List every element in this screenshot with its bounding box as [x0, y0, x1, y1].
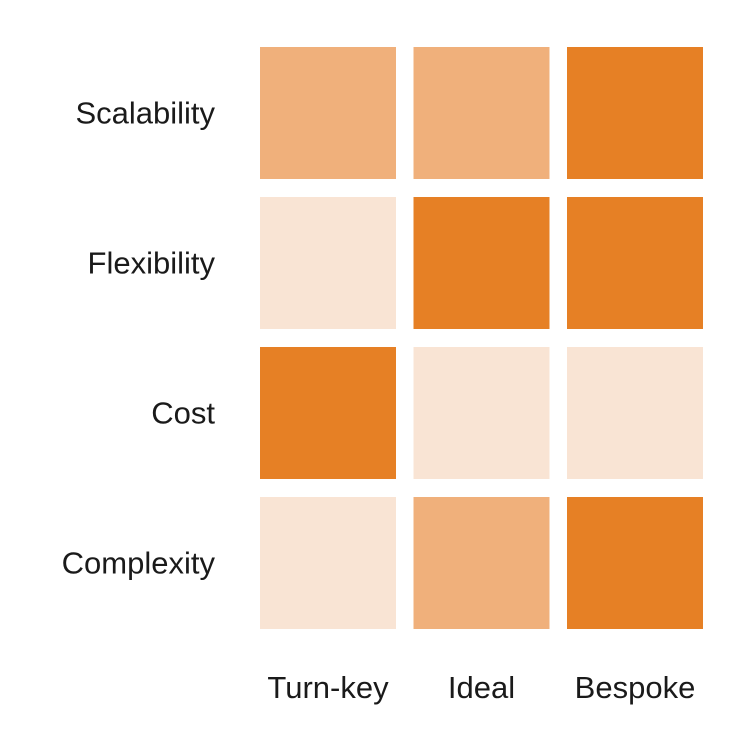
- heatmap-cell-flexibility-turn-key: [260, 197, 396, 329]
- heatmap-cell-cost-ideal: [413, 347, 550, 479]
- heatmap-cell-scalability-bespoke: [567, 47, 703, 179]
- column-label-turn-key: Turn-key: [267, 670, 389, 705]
- row-label-flexibility: Flexibility: [88, 246, 216, 281]
- column-labels: Turn-key Ideal Bespoke: [267, 670, 695, 705]
- heatmap-cell-cost-turn-key: [260, 347, 396, 479]
- heatmap-cells: [260, 47, 703, 629]
- row-label-complexity: Complexity: [62, 546, 216, 581]
- heatmap-cell-complexity-bespoke: [567, 497, 703, 629]
- column-label-bespoke: Bespoke: [575, 670, 696, 705]
- heatmap-cell-cost-bespoke: [567, 347, 703, 479]
- heatmap-cell-flexibility-ideal: [413, 197, 550, 329]
- heatmap-cell-flexibility-bespoke: [567, 197, 703, 329]
- heatmap-cell-complexity-ideal: [413, 497, 550, 629]
- row-label-scalability: Scalability: [75, 96, 215, 131]
- row-labels: Scalability Flexibility Cost Complexity: [62, 96, 216, 581]
- row-label-cost: Cost: [151, 396, 215, 431]
- heatmap-cell-complexity-turn-key: [260, 497, 396, 629]
- heatmap-cell-scalability-turn-key: [260, 47, 396, 179]
- heatmap-cell-scalability-ideal: [413, 47, 550, 179]
- column-label-ideal: Ideal: [448, 670, 515, 705]
